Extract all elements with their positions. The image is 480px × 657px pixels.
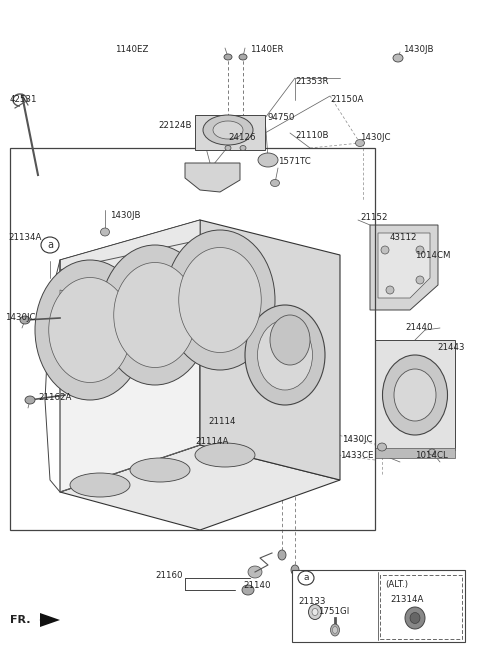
Ellipse shape (278, 550, 286, 560)
Text: (ALT.): (ALT.) (385, 581, 408, 589)
Polygon shape (375, 340, 455, 450)
Text: 1140EZ: 1140EZ (115, 45, 148, 55)
Ellipse shape (386, 286, 394, 294)
Ellipse shape (130, 458, 190, 482)
Text: 1014CL: 1014CL (415, 451, 448, 459)
Bar (292, 570, 465, 642)
Bar (380, 575, 462, 639)
Text: 21314A: 21314A (390, 595, 423, 604)
Text: 94750: 94750 (268, 114, 295, 122)
Ellipse shape (213, 121, 243, 139)
Polygon shape (200, 220, 340, 480)
Ellipse shape (100, 228, 109, 236)
Ellipse shape (224, 54, 232, 60)
Ellipse shape (25, 396, 35, 404)
Text: 24126: 24126 (228, 133, 255, 143)
Text: FR.: FR. (10, 615, 31, 625)
Ellipse shape (410, 612, 420, 623)
Text: 21150A: 21150A (330, 95, 363, 104)
Ellipse shape (271, 179, 279, 187)
Ellipse shape (257, 320, 312, 390)
Ellipse shape (429, 449, 435, 455)
Text: 21140: 21140 (243, 581, 271, 589)
Ellipse shape (377, 443, 386, 451)
Text: 21152: 21152 (360, 214, 387, 223)
Polygon shape (60, 290, 80, 350)
Ellipse shape (405, 607, 425, 629)
Text: 21160: 21160 (155, 570, 182, 579)
Ellipse shape (240, 145, 246, 150)
Text: 21162A: 21162A (38, 394, 72, 403)
Ellipse shape (242, 585, 254, 595)
Text: 42531: 42531 (10, 95, 37, 104)
Text: 22124B: 22124B (158, 120, 192, 129)
Polygon shape (195, 115, 265, 150)
Ellipse shape (179, 248, 261, 353)
Bar (375, 448, 455, 458)
Ellipse shape (41, 237, 59, 253)
Text: 43112: 43112 (390, 233, 418, 242)
Ellipse shape (298, 571, 314, 585)
Ellipse shape (20, 316, 30, 324)
Text: 21134A: 21134A (8, 233, 41, 242)
Ellipse shape (291, 565, 299, 575)
Text: 1430JB: 1430JB (110, 210, 141, 219)
Ellipse shape (331, 624, 339, 636)
Text: a: a (303, 574, 309, 583)
Ellipse shape (239, 54, 247, 60)
Polygon shape (60, 220, 200, 340)
Text: 21440: 21440 (405, 323, 432, 332)
Polygon shape (378, 233, 430, 298)
Text: 1433CE: 1433CE (340, 451, 373, 459)
Ellipse shape (203, 115, 253, 145)
Ellipse shape (309, 604, 322, 620)
Ellipse shape (195, 443, 255, 467)
Ellipse shape (114, 263, 196, 367)
Ellipse shape (416, 276, 424, 284)
Ellipse shape (333, 627, 337, 633)
Text: 1430JB: 1430JB (403, 45, 433, 55)
Polygon shape (40, 613, 60, 627)
Text: 1014CM: 1014CM (415, 250, 451, 260)
Ellipse shape (394, 369, 436, 421)
Polygon shape (60, 220, 200, 492)
Text: 1140ER: 1140ER (250, 45, 284, 55)
Text: 21114A: 21114A (195, 438, 228, 447)
Ellipse shape (225, 145, 231, 150)
Ellipse shape (35, 260, 145, 400)
Text: 21133: 21133 (298, 597, 325, 606)
Polygon shape (60, 445, 340, 530)
Ellipse shape (100, 245, 210, 385)
Ellipse shape (356, 139, 364, 147)
Polygon shape (370, 225, 438, 310)
Text: 21110B: 21110B (295, 131, 328, 139)
Ellipse shape (270, 315, 310, 365)
Text: 21353R: 21353R (295, 78, 328, 87)
Text: 1430JC: 1430JC (5, 313, 36, 323)
Text: 1751GI: 1751GI (318, 608, 349, 616)
Ellipse shape (258, 153, 278, 167)
Ellipse shape (248, 566, 262, 578)
Ellipse shape (416, 246, 424, 254)
Ellipse shape (165, 230, 275, 370)
Text: 1430JC: 1430JC (360, 133, 391, 143)
Ellipse shape (49, 277, 131, 382)
Ellipse shape (70, 473, 130, 497)
Text: a: a (47, 240, 53, 250)
Ellipse shape (383, 355, 447, 435)
Text: 1571TC: 1571TC (278, 158, 311, 166)
Ellipse shape (381, 246, 389, 254)
Bar (10, 148, 375, 530)
Ellipse shape (312, 608, 318, 616)
Ellipse shape (245, 305, 325, 405)
Text: 21443: 21443 (437, 344, 465, 353)
Text: 1430JC: 1430JC (342, 436, 372, 445)
Text: 21114: 21114 (208, 417, 236, 426)
Polygon shape (185, 163, 240, 192)
Ellipse shape (393, 54, 403, 62)
